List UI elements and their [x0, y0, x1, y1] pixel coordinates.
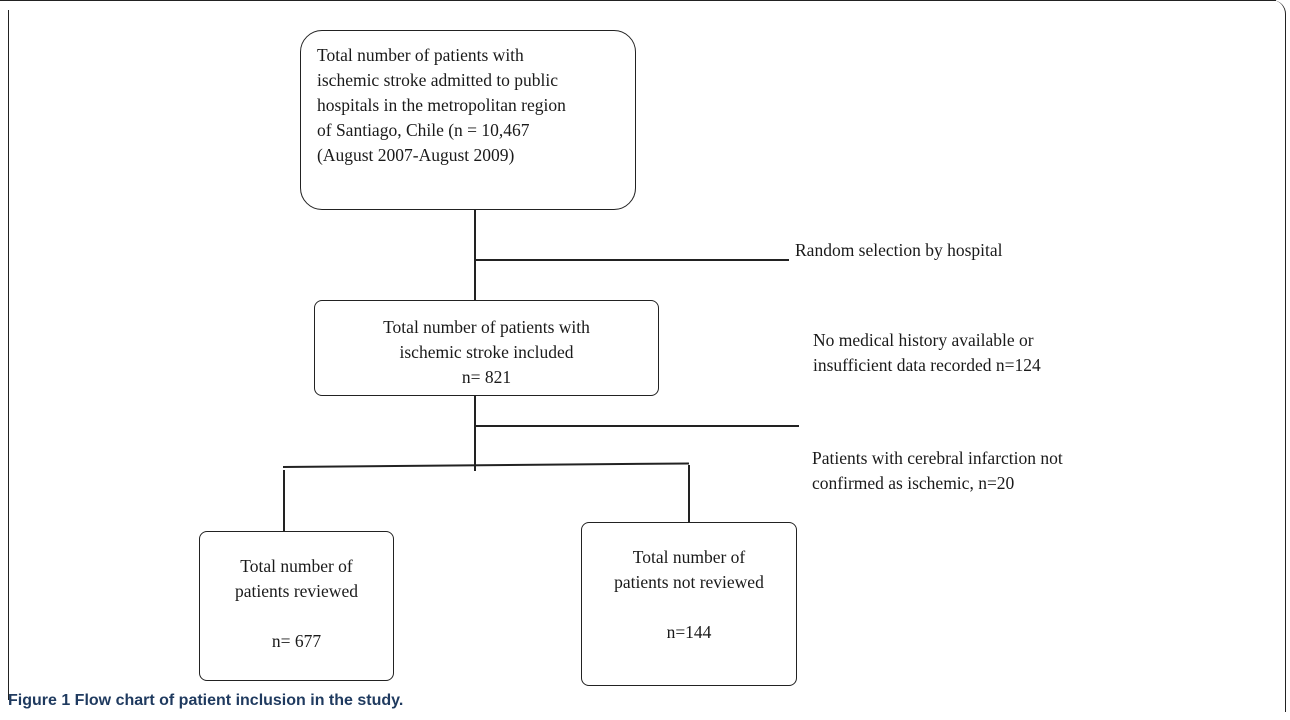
reviewed-line-1: Total number of: [240, 556, 353, 576]
not-reviewed-line-2: patients not reviewed: [614, 572, 764, 592]
reviewed-line-3: [208, 604, 385, 629]
exclusion-note-2-line-1: Patients with cerebral infarction not: [812, 448, 1063, 468]
not-reviewed-line-1: Total number of: [632, 547, 746, 567]
connector-top-to-included: [474, 210, 476, 300]
included-line-3: n= 821: [461, 367, 512, 387]
not-reviewed-box: Total number of patients not reviewed n=…: [581, 522, 797, 686]
reviewed-box: Total number of patients reviewed n= 677: [199, 531, 394, 681]
exclusion-note-2-line-2: confirmed as ischemic, n=20: [812, 473, 1015, 493]
included-line-1: Total number of patients with: [383, 317, 590, 337]
connector-included-down: [474, 396, 476, 471]
total-admitted-line-5: (August 2007-August 2009): [317, 145, 515, 165]
not-reviewed-line-4: n=144: [666, 622, 712, 642]
total-admitted-line-1: Total number of patients with: [317, 45, 524, 65]
exclusion-note-1-line-2: insufficient data recorded n=124: [813, 355, 1041, 375]
exclusion-note-2: Patients with cerebral infarction not co…: [812, 446, 1063, 496]
reviewed-line-2: patients reviewed: [235, 581, 358, 601]
frame-top-border: [0, 0, 1276, 1]
frame-left-border: [8, 10, 9, 700]
total-admitted-line-4: of Santiago, Chile (n = 10,467: [317, 120, 530, 140]
connector-random-selection: [475, 259, 789, 261]
exclusion-note-1: No medical history available or insuffic…: [813, 328, 1041, 378]
reviewed-line-4: n= 677: [271, 631, 322, 651]
total-admitted-line-2: ischemic stroke admitted to public: [317, 70, 559, 90]
total-admitted-box: Total number of patients with ischemic s…: [300, 30, 636, 210]
connector-exclusion: [475, 425, 799, 427]
included-line-2: ischemic stroke included: [399, 342, 574, 362]
branch-left-down: [283, 470, 285, 531]
branch-right-down: [688, 465, 690, 522]
exclusion-note-1-line-1: No medical history available or: [813, 330, 1034, 350]
included-box: Total number of patients with ischemic s…: [314, 300, 659, 396]
total-admitted-line-3: hospitals in the metropolitan region: [317, 95, 566, 115]
figure-caption: Figure 1 Flow chart of patient inclusion…: [8, 692, 404, 709]
not-reviewed-line-3: [590, 595, 788, 620]
random-selection-note: Random selection by hospital: [795, 240, 1003, 260]
